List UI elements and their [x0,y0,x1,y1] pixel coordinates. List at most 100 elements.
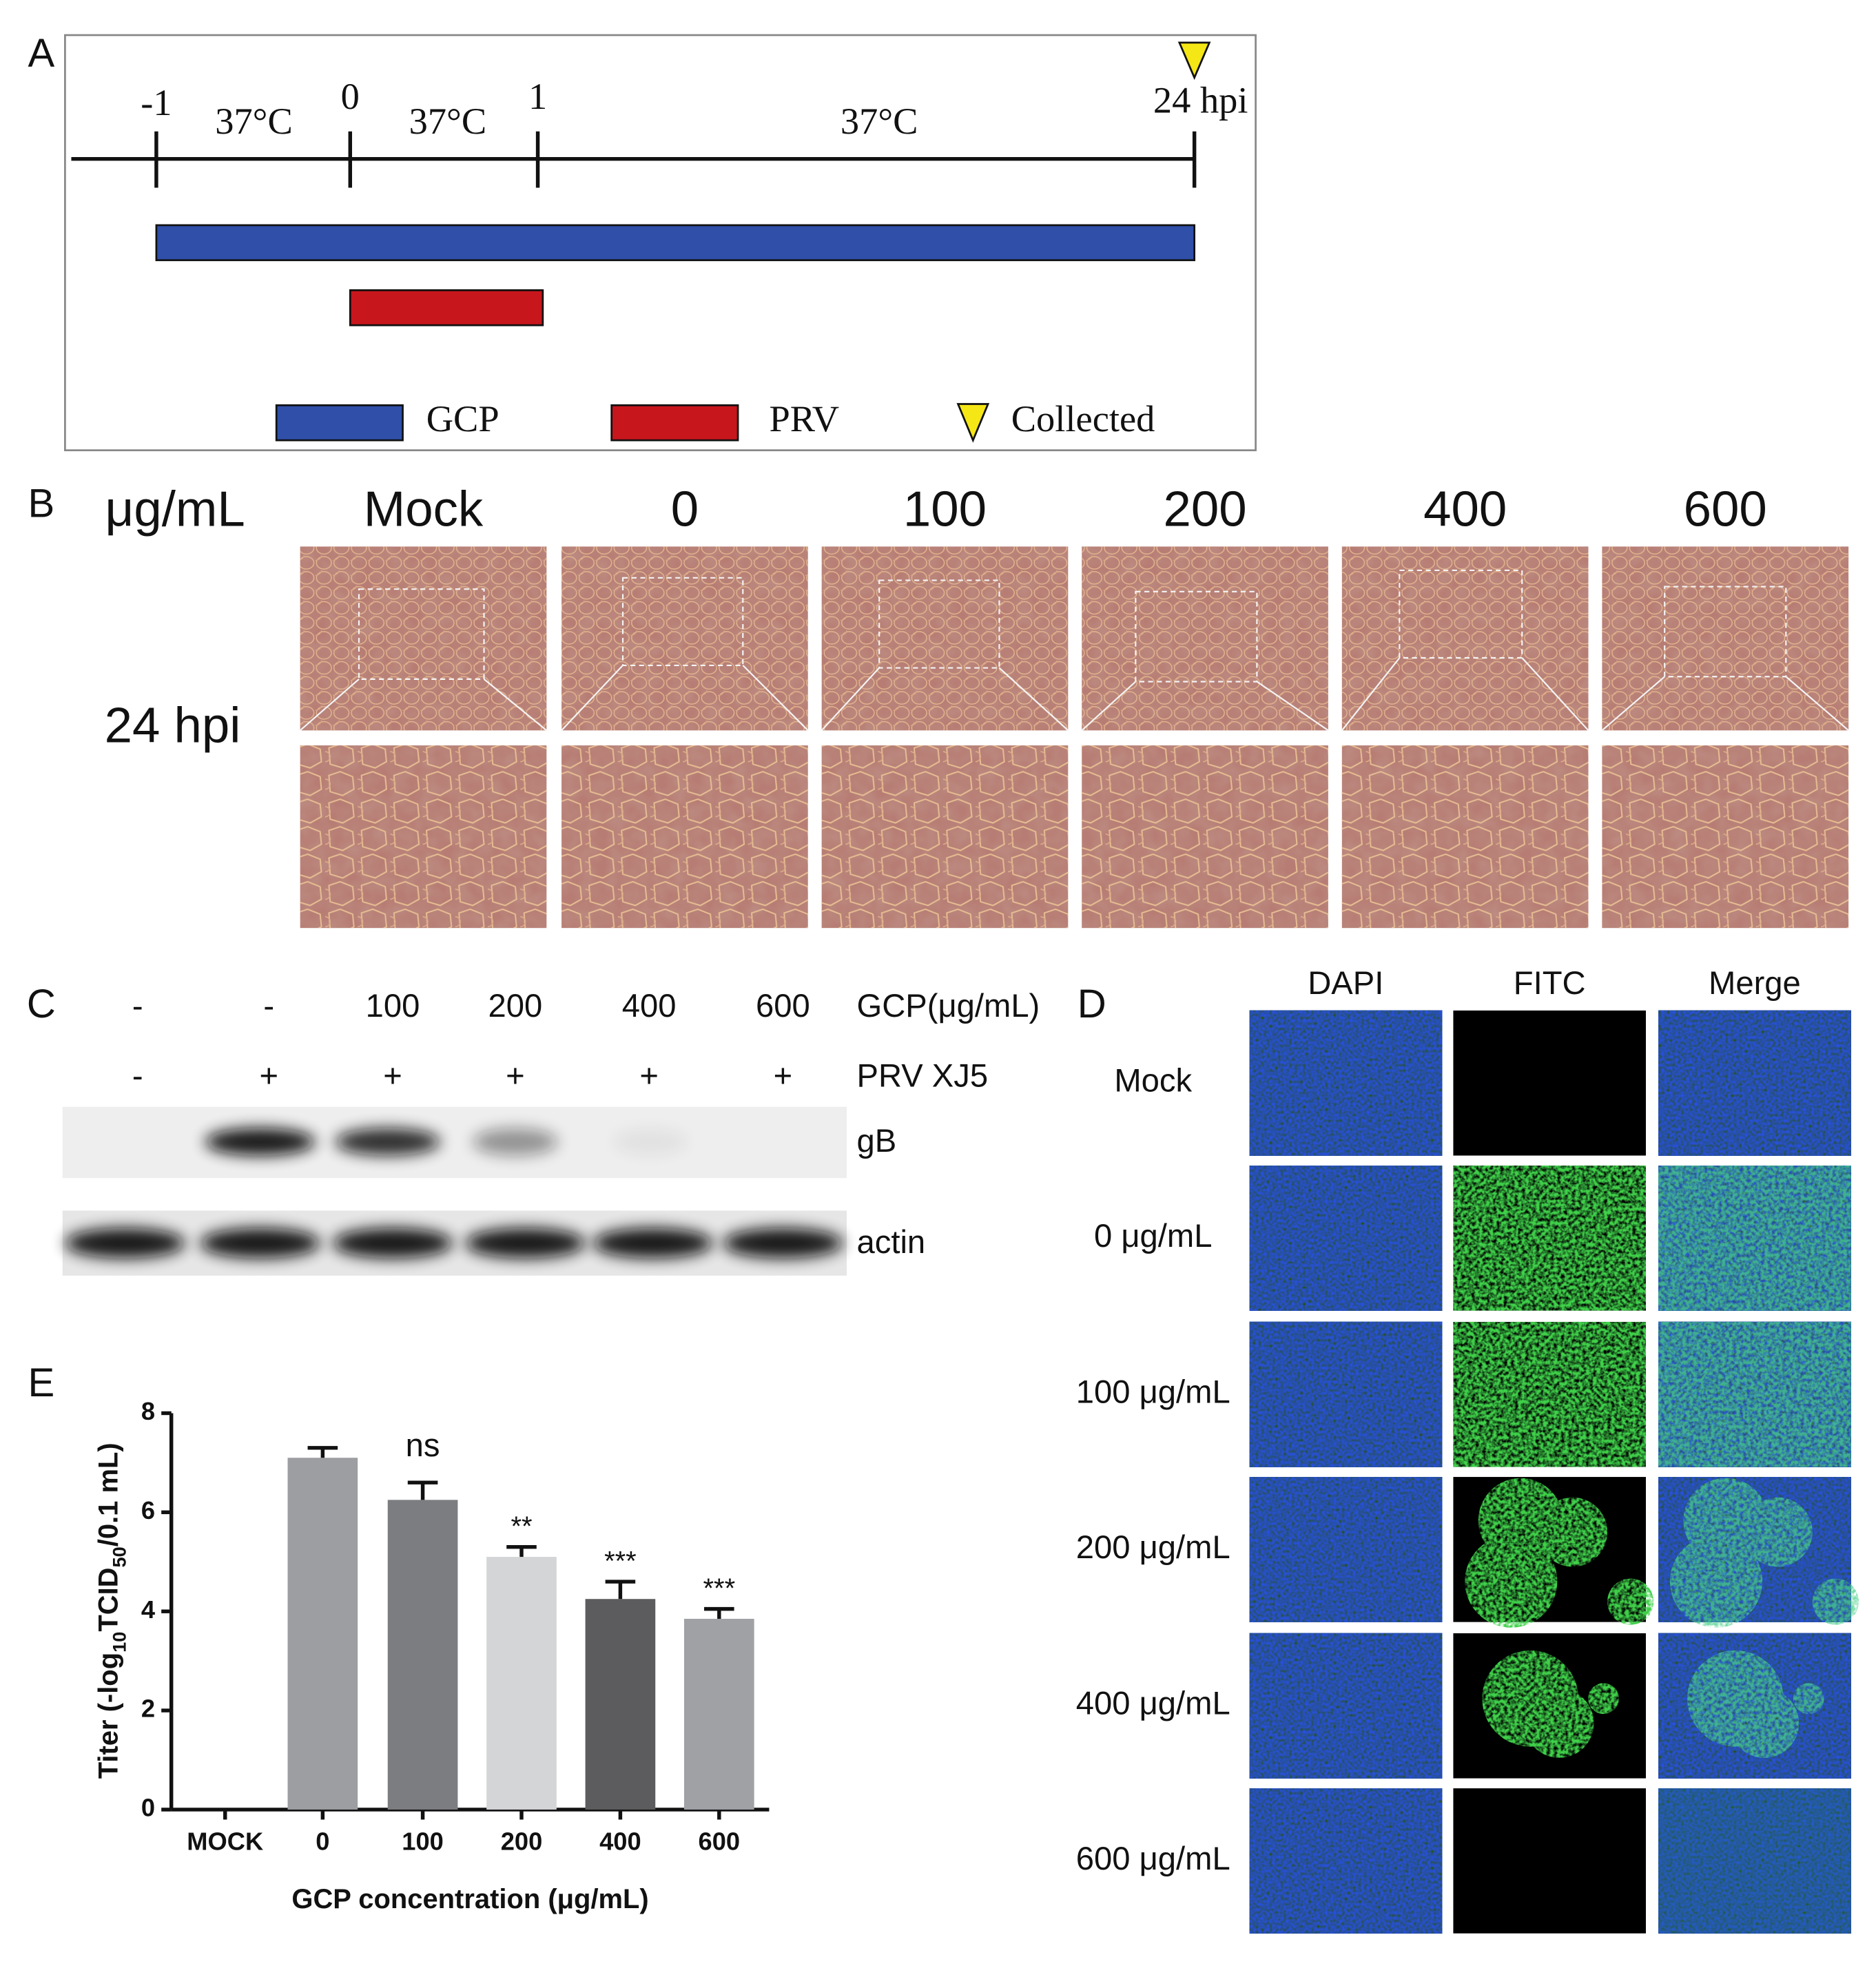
fluorescence-base [1453,1788,1646,1934]
zoom-line [821,667,880,732]
micrograph-cells [1082,546,1328,731]
panel-a-frame [64,34,1257,452]
prv-status: + [260,1057,279,1094]
actin-band [332,1228,453,1259]
row-label: 24 hpi [105,698,241,754]
gcp-dose: 100 [366,988,420,1024]
dapi-signal [1249,1477,1443,1622]
dapi-signal [1249,1321,1443,1467]
panel-label: D [1078,982,1106,1026]
merge-tint [1658,1788,1851,1934]
collected-marker [1177,41,1211,81]
legend-collected [956,403,990,443]
zoom-line [299,679,360,732]
unit-label: μg/mL [105,482,245,537]
fitc-focus [1538,1497,1608,1567]
prv-status: - [132,1057,143,1094]
column-header: 0 [671,482,699,537]
y-axis-label: Titer (-log10TCID50/0.1 mL) [93,1442,130,1779]
temperature: 37°C [409,100,487,142]
blot-label: actin [857,1224,926,1261]
y-axis-label-part: TCID [93,1567,123,1631]
significance: *** [703,1573,736,1604]
dapi-signal [1249,1166,1443,1311]
y-tick-label: 0 [141,1794,155,1822]
fitc-signal [1669,1478,1859,1628]
fitc-signal [1658,1321,1851,1467]
zoom-line [561,665,623,732]
y-axis-label-part: /0.1 mL) [93,1442,123,1546]
micrograph-cells [1602,745,1849,929]
prv-status: + [506,1057,525,1094]
panel-label: E [28,1360,55,1405]
prv-status: + [774,1057,793,1094]
dapi-signal [1249,1788,1443,1934]
significance: ns [406,1427,440,1464]
row-label: 200 μg/mL [1076,1529,1230,1566]
row-label: Mock [1114,1063,1192,1099]
fitc-area [1453,1166,1646,1311]
zoom-line [1256,681,1329,732]
fitc-focus [1743,1497,1813,1567]
row-label: 400 μg/mL [1076,1686,1230,1722]
fitc-focus [1607,1578,1654,1625]
bar [486,1557,557,1810]
row-label: 100 μg/mL [1076,1374,1230,1411]
prv-status: + [639,1057,659,1094]
micrograph-cells [821,745,1069,929]
micrograph-cells [1602,546,1849,731]
actin-band [723,1228,843,1259]
actin-band [65,1228,185,1259]
y-tick-label: 8 [141,1397,155,1425]
fitc-signal [1687,1650,1824,1758]
bar [287,1458,358,1810]
y-tick-label: 4 [141,1595,155,1624]
column-header: Mock [364,482,484,537]
dapi-signal [1249,1633,1443,1779]
panel-label: B [28,482,55,526]
fitc-focus [1465,1535,1558,1628]
zoom-box [621,577,744,666]
fitc-focus [1812,1578,1859,1625]
fitc-area [1658,1321,1851,1467]
gcp-dose: - [263,988,274,1024]
fitc-area [1658,1166,1851,1311]
micrograph-cells [1082,745,1328,929]
fitc-signal [1453,1321,1646,1467]
dapi-signal [1658,1010,1851,1156]
row-label: 0 μg/mL [1094,1218,1212,1254]
channel-header: Merge [1709,965,1801,1002]
gb-band [473,1128,558,1156]
time-label: 0 [341,75,360,117]
gb-band [612,1128,688,1156]
temperature: 37°C [215,100,293,142]
blot-label: gB [857,1123,897,1159]
channel-header: DAPI [1308,965,1383,1002]
fitc-focus [1669,1535,1763,1628]
x-tick-label: 400 [599,1828,641,1856]
gcp-dose: - [132,988,143,1024]
blot-strip [62,1106,847,1179]
gb-band [205,1128,316,1156]
actin-band [200,1228,320,1259]
x-axis-label: GCP concentration (μg/mL) [291,1884,648,1914]
x-tick-label: 0 [316,1828,329,1856]
row-title: GCP(μg/mL) [857,988,1040,1024]
x-tick-label: 100 [402,1828,444,1856]
row-title: PRV XJ5 [857,1057,989,1094]
column-header: 200 [1163,482,1246,537]
significance: ** [511,1511,532,1542]
y-axis-label-part: Titer (-log [93,1653,123,1779]
y-axis-label-part: 50 [108,1546,130,1567]
zoom-line [1601,676,1665,732]
fitc-focus [1793,1683,1824,1715]
time-label: -1 [141,81,172,123]
fitc-signal [1465,1478,1654,1628]
dapi-signal [1658,1788,1851,1934]
zoom-line [998,667,1069,732]
y-axis-label-part: 10 [108,1632,130,1653]
gcp-dose: 600 [756,988,810,1024]
